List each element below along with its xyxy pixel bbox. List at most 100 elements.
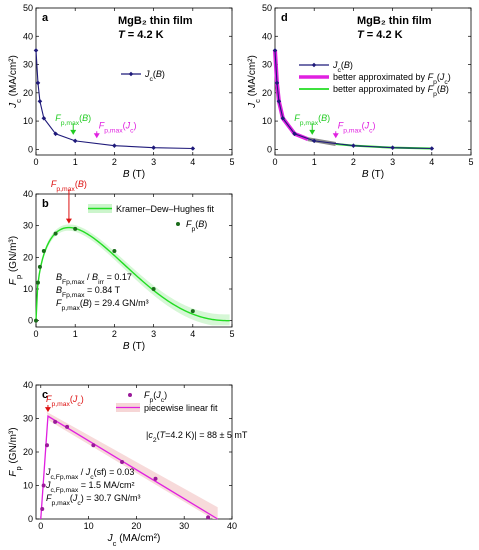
y-tick-label: 0 — [28, 514, 33, 524]
stat-text-part: c,Fp,max — [51, 474, 79, 481]
y-tick-label: 0 — [28, 316, 33, 326]
y-axis-label-part: (MA/cm²) — [247, 55, 258, 99]
annotation-label: Fp,max(Jc) — [99, 120, 137, 134]
chart-subtitle-part: = 4.2 K — [125, 29, 164, 41]
y-tick-label: 30 — [23, 60, 33, 70]
stat-text-part: ( — [157, 430, 160, 440]
legend-marker — [176, 222, 180, 226]
legend-label-part: better approximated by — [333, 72, 428, 82]
y-tick-label: 50 — [23, 3, 33, 13]
x-tick-label: 3 — [390, 157, 395, 167]
data-point — [53, 231, 58, 236]
stat-text-part: c — [90, 474, 94, 481]
data-point — [40, 506, 45, 511]
data-point — [41, 115, 47, 121]
legend-label: piecewise linear fit — [144, 403, 218, 413]
legend-label-part: J — [439, 72, 445, 82]
annotation-label: Fp,max(Jc) — [338, 120, 376, 134]
legend-label-part: ) — [446, 84, 449, 94]
y-axis-label-part: c — [14, 99, 23, 103]
stat-text: Jc,Fp,max / Jc(sf) = 0.03 — [45, 467, 134, 481]
stat-text-part: / — [85, 272, 93, 282]
stat-text-part: Fp,max — [62, 292, 85, 299]
y-axis-label: Jc (MA/cm²) — [8, 55, 23, 109]
x-axis-label-part: (T) — [369, 169, 385, 180]
panel-letter: d — [281, 12, 288, 24]
chart-subtitle-part: T — [118, 29, 126, 41]
y-axis-label-part: J — [8, 102, 19, 109]
data-point — [91, 443, 96, 448]
annotation-label-part: B — [321, 113, 327, 123]
legend-label-part: F — [186, 219, 192, 229]
stat-text-part: J — [45, 467, 51, 477]
y-tick-label: 20 — [262, 88, 272, 98]
legend-label-part: ) — [164, 390, 167, 400]
stat-text-part: = 0.84 T — [85, 285, 121, 295]
panel-letter: a — [42, 12, 49, 24]
stat-text-part: ) = 30.7 GN/m³ — [81, 493, 141, 503]
x-tick-label: 1 — [312, 157, 317, 167]
data-point — [311, 138, 317, 144]
data-point — [276, 98, 282, 104]
y-tick-label: 40 — [262, 31, 272, 41]
legend-label-part: ) — [448, 72, 451, 82]
y-tick-label: 40 — [23, 31, 33, 41]
annotation-arrow-head — [44, 407, 51, 413]
data-point — [190, 309, 195, 314]
annotation-label-part: p,max — [104, 127, 123, 134]
legend-label-part: J — [155, 390, 161, 400]
stat-text-part: 2 — [153, 437, 157, 444]
x-axis-label-part: J — [107, 533, 114, 544]
chart-title: MgB₂ thin film — [357, 15, 432, 27]
data-point — [390, 145, 395, 150]
stat-text-part: c — [148, 430, 153, 440]
legend-label-part: ) — [350, 60, 353, 70]
stat-text: |c2(T=4.2 K)| = 88 ± 5 mT — [146, 430, 248, 444]
x-tick-label: 3 — [151, 157, 156, 167]
annotation-arrow-head — [65, 218, 72, 224]
data-point — [112, 249, 117, 253]
legend-label-part: F — [428, 72, 434, 82]
legend-label-part: B — [344, 60, 350, 70]
annotation-arrow-head — [309, 129, 316, 135]
data-point — [72, 138, 78, 144]
chart-subtitle: T = 4.2 K — [118, 29, 164, 41]
y-tick-label: 40 — [23, 380, 33, 390]
x-axis-label-part: (MA/cm²) — [116, 533, 160, 544]
x-axis-label: B (T) — [362, 169, 384, 180]
y-tick-label: 0 — [28, 144, 33, 154]
annotation-label-part: F — [99, 120, 105, 130]
x-axis-label-part: (T) — [130, 341, 146, 352]
y-tick-label: 30 — [23, 221, 33, 231]
x-tick-label: 5 — [468, 157, 473, 167]
annotation-label-part: J — [364, 120, 370, 130]
plot-frame — [35, 193, 233, 328]
legend-label-part: ( — [153, 69, 156, 79]
data-point — [190, 146, 196, 151]
x-tick-label: 20 — [131, 521, 141, 531]
annotation-label-part: ( — [362, 120, 365, 130]
stat-text-part: ( — [80, 298, 83, 308]
stat-text-part: F — [56, 298, 62, 308]
legend-label-part: ( — [437, 72, 440, 82]
legend-label-part: ( — [153, 390, 156, 400]
legend-label-part: p — [433, 79, 437, 86]
y-axis-label: Jc (MA/cm²) — [247, 55, 262, 109]
legend-label-part: B — [198, 219, 204, 229]
stat-text-part: Fp,max — [62, 279, 85, 286]
x-tick-label: 0 — [272, 157, 277, 167]
y-axis-label-part: F — [8, 278, 19, 285]
stat-text-part: = 0.17 — [104, 272, 132, 282]
x-axis-label: Jc (MA/cm²) — [107, 533, 161, 548]
data-point — [37, 98, 43, 104]
annotation-label-part: ) — [88, 113, 91, 123]
x-tick-label: 0 — [33, 157, 38, 167]
data-point — [272, 48, 278, 53]
legend-label-part: better approximated by — [333, 84, 428, 94]
x-tick-label: 5 — [229, 157, 234, 167]
stat-text-part: c — [77, 500, 81, 507]
annotation-label: Fp,max(B) — [55, 113, 91, 127]
legend-label: Jc(B) — [332, 60, 353, 74]
x-tick-label: 2 — [112, 157, 117, 167]
